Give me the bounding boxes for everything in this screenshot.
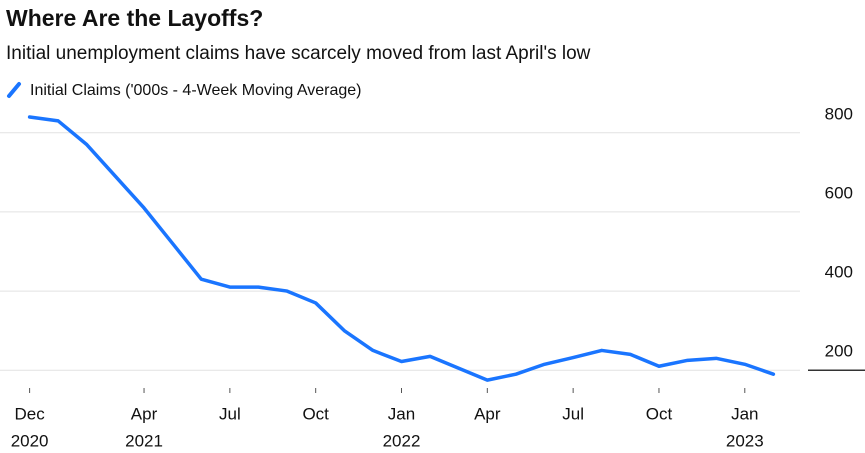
x-tick-label: Oct	[646, 404, 673, 423]
x-tick-label: Apr	[131, 404, 158, 423]
y-tick-label: 400	[825, 263, 853, 282]
chart-subtitle: Initial unemployment claims have scarcel…	[6, 43, 591, 64]
y-tick-label: 200	[825, 342, 853, 361]
x-tick-label: Oct	[302, 404, 329, 423]
y-tick-label: 800	[825, 104, 853, 123]
x-tick-label: Jan	[388, 404, 415, 423]
x-tick-label: Jul	[219, 404, 241, 423]
x-year-label: 2022	[383, 431, 421, 450]
legend-label: Initial Claims ('000s - 4-Week Moving Av…	[30, 82, 361, 99]
chart-title: Where Are the Layoffs?	[6, 5, 263, 31]
x-tick-label: Dec	[14, 404, 45, 423]
series-line	[27, 115, 776, 382]
x-tick-label: Apr	[474, 404, 501, 423]
x-year-label: 2023	[726, 431, 764, 450]
x-tick-label: Jul	[562, 404, 584, 423]
x-year-label: 2021	[125, 431, 163, 450]
x-year-label: 2020	[11, 431, 49, 450]
y-tick-label: 600	[825, 183, 853, 202]
legend-swatch	[7, 82, 21, 98]
x-tick-label: Jan	[731, 404, 758, 423]
